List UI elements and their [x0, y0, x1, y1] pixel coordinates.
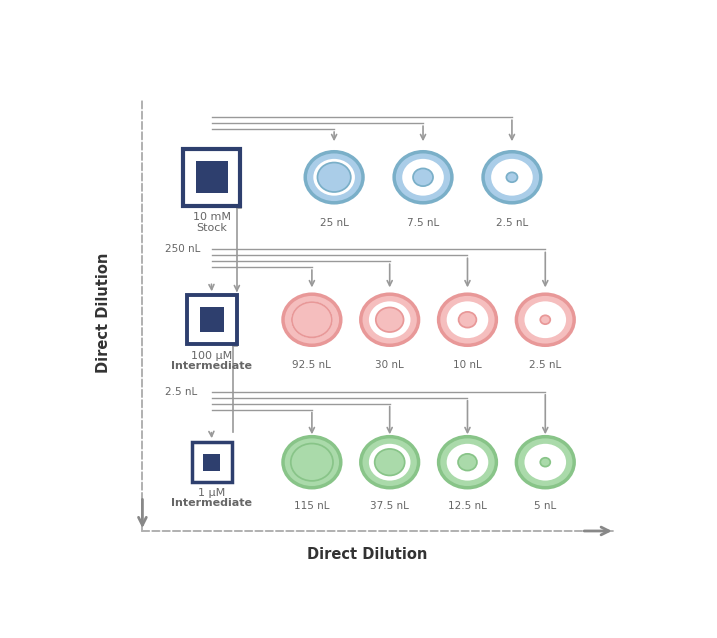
Circle shape [483, 152, 541, 203]
Circle shape [491, 159, 533, 196]
FancyBboxPatch shape [191, 442, 232, 482]
Circle shape [439, 294, 496, 345]
Circle shape [516, 294, 574, 345]
Circle shape [361, 294, 419, 345]
Circle shape [361, 436, 419, 487]
Circle shape [402, 159, 444, 196]
FancyBboxPatch shape [187, 295, 237, 345]
Text: Intermediate: Intermediate [171, 498, 252, 508]
Circle shape [283, 436, 341, 487]
Circle shape [413, 168, 433, 186]
Circle shape [541, 315, 550, 324]
Circle shape [313, 159, 355, 196]
Circle shape [516, 436, 574, 487]
FancyBboxPatch shape [204, 454, 220, 471]
Circle shape [283, 436, 341, 487]
Circle shape [361, 294, 419, 345]
Circle shape [447, 444, 488, 480]
Text: 2.5 nL: 2.5 nL [529, 360, 561, 370]
Circle shape [516, 294, 574, 345]
Text: 7.5 nL: 7.5 nL [407, 218, 439, 228]
Circle shape [541, 458, 550, 466]
Circle shape [375, 449, 404, 475]
Text: Stock: Stock [196, 223, 227, 233]
Circle shape [376, 308, 404, 332]
Circle shape [291, 443, 333, 481]
Circle shape [439, 436, 496, 487]
Text: Intermediate: Intermediate [171, 361, 252, 371]
Text: 5 nL: 5 nL [534, 501, 556, 512]
Text: 250 nL: 250 nL [165, 244, 200, 255]
Circle shape [458, 454, 477, 471]
Circle shape [305, 152, 363, 203]
Text: 115 nL: 115 nL [294, 501, 330, 512]
Circle shape [439, 436, 496, 487]
Circle shape [369, 301, 411, 338]
Text: 10 nL: 10 nL [453, 360, 482, 370]
Circle shape [439, 294, 496, 345]
Text: 12.5 nL: 12.5 nL [448, 501, 487, 512]
Circle shape [305, 152, 363, 203]
Circle shape [447, 301, 488, 338]
Circle shape [283, 294, 341, 345]
Circle shape [369, 444, 411, 480]
Text: 37.5 nL: 37.5 nL [370, 501, 409, 512]
Text: 2.5 nL: 2.5 nL [496, 218, 528, 228]
Text: 2.5 nL: 2.5 nL [165, 387, 197, 397]
FancyBboxPatch shape [199, 308, 224, 332]
Circle shape [283, 294, 341, 345]
Text: 100 μM: 100 μM [191, 351, 232, 360]
Circle shape [459, 312, 476, 327]
Text: Direct Dilution: Direct Dilution [96, 252, 111, 373]
Circle shape [291, 301, 333, 338]
FancyBboxPatch shape [196, 161, 228, 193]
FancyBboxPatch shape [184, 149, 240, 205]
Circle shape [506, 172, 518, 182]
Circle shape [516, 436, 574, 487]
Circle shape [483, 152, 541, 203]
Text: 30 nL: 30 nL [375, 360, 404, 370]
Text: 10 mM: 10 mM [193, 212, 231, 222]
Circle shape [318, 163, 351, 192]
Circle shape [361, 436, 419, 487]
Text: 1 μM: 1 μM [198, 488, 226, 498]
Text: Direct Dilution: Direct Dilution [308, 547, 427, 562]
Circle shape [524, 301, 566, 338]
Circle shape [394, 152, 452, 203]
Circle shape [394, 152, 452, 203]
Text: 25 nL: 25 nL [320, 218, 348, 228]
Circle shape [292, 302, 332, 338]
Text: 92.5 nL: 92.5 nL [293, 360, 331, 370]
Circle shape [524, 444, 566, 480]
Circle shape [291, 444, 333, 480]
